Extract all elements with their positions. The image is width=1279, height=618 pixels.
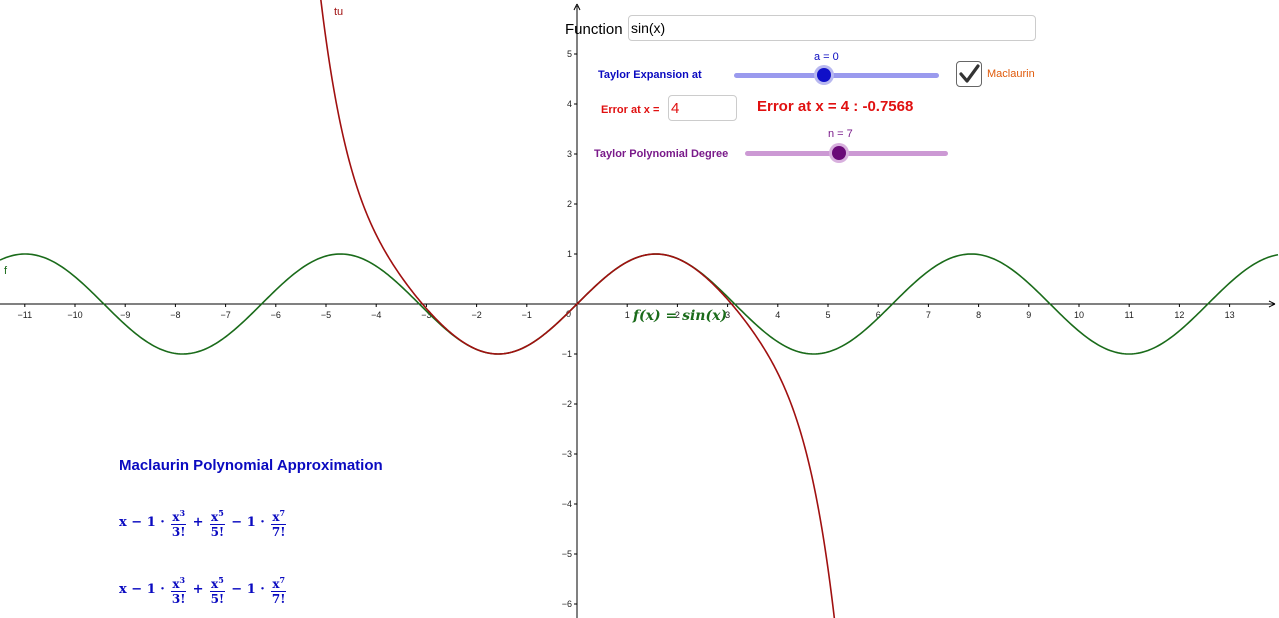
x-tick-label: 4 xyxy=(775,310,780,320)
y-tick-label: −2 xyxy=(562,399,572,409)
polynomial-formula: x − 1 · x3 3! + x5 5! − 1 · x7 7! xyxy=(119,506,288,539)
x-tick-label: −1 xyxy=(522,310,532,320)
y-tick-label: 3 xyxy=(567,149,572,159)
a-slider-value: a = 0 xyxy=(814,51,839,63)
x-tick-label: −2 xyxy=(471,310,481,320)
x-tick-label: 6 xyxy=(876,310,881,320)
y-tick-label: 5 xyxy=(567,49,572,59)
a-slider-track[interactable] xyxy=(734,73,939,78)
x-tick-label: −8 xyxy=(170,310,180,320)
poly-term-3: x7 7! xyxy=(271,575,287,606)
y-tick-label: −6 xyxy=(562,599,572,609)
y-tick-label: −5 xyxy=(562,549,572,559)
error-x-label: Error at x = xyxy=(601,104,660,116)
poly-op-2: − 1 · xyxy=(231,515,265,530)
x-tick-label: −6 xyxy=(271,310,281,320)
x-tick-label: 5 xyxy=(825,310,830,320)
poly-term-1: x3 3! xyxy=(171,508,187,539)
taylor-curve[interactable] xyxy=(319,0,836,618)
y-tick-label: −4 xyxy=(562,499,572,509)
checkmark-icon xyxy=(959,64,980,83)
y-tick-label: 1 xyxy=(567,249,572,259)
poly-op-1: + xyxy=(192,515,204,530)
x-tick-label: −4 xyxy=(371,310,381,320)
function-input[interactable] xyxy=(628,15,1036,41)
a-slider-handle[interactable] xyxy=(817,68,831,82)
x-tick-label: −3 xyxy=(421,310,431,320)
y-axis-arrow-icon xyxy=(573,3,581,11)
approximation-title: Maclaurin Polynomial Approximation xyxy=(119,457,383,474)
x-tick-label: −5 xyxy=(321,310,331,320)
n-slider-value: n = 7 xyxy=(828,128,853,140)
poly-term-1: x3 3! xyxy=(171,575,187,606)
x-tick-label: −9 xyxy=(120,310,130,320)
function-label: Function xyxy=(565,21,623,38)
x-tick-label: 3 xyxy=(725,310,730,320)
y-tick-label: 2 xyxy=(567,199,572,209)
x-tick-label: 7 xyxy=(926,310,931,320)
poly-op-2: − 1 · xyxy=(231,582,265,597)
taylor-curve-label: tu xyxy=(334,6,343,18)
taylor-expansion-label: Taylor Expansion at xyxy=(598,69,702,81)
x-tick-label: −7 xyxy=(220,310,230,320)
poly-lead: x − 1 · xyxy=(119,582,165,597)
maclaurin-label: Maclaurin xyxy=(987,68,1035,80)
x-tick-label: 13 xyxy=(1225,310,1235,320)
error-result: Error at x = 4 : -0.7568 xyxy=(757,98,914,115)
polynomial-degree-label: Taylor Polynomial Degree xyxy=(594,148,729,160)
n-slider-track[interactable] xyxy=(745,151,948,156)
n-slider-handle[interactable] xyxy=(832,146,846,160)
x-tick-label: 2 xyxy=(675,310,680,320)
poly-op-1: + xyxy=(192,582,204,597)
x-tick-label: −11 xyxy=(17,310,32,320)
maclaurin-checkbox[interactable] xyxy=(956,61,982,87)
y-tick-label: −1 xyxy=(562,349,572,359)
x-tick-label: 10 xyxy=(1074,310,1084,320)
y-tick-label: 4 xyxy=(567,99,572,109)
poly-term-3: x7 7! xyxy=(271,508,287,539)
origin-label: 0 xyxy=(566,309,571,319)
poly-term-2: x5 5! xyxy=(210,575,225,606)
x-tick-label: 11 xyxy=(1125,310,1134,320)
tick-labels: −11 −10 −9 −8 −7 −6 −5 −4 −3 −2 −1 1 2 3 4 5 6 7 8 9 10 11 12 1… xyxy=(17,49,1234,609)
poly-term-2: x5 5! xyxy=(210,508,225,539)
poly-lead: x − 1 · xyxy=(119,515,165,530)
error-x-input[interactable] xyxy=(668,95,737,121)
polynomial-formula-copy: x − 1 · x3 3! + x5 5! − 1 · x7 7! xyxy=(119,573,288,606)
x-tick-label: 1 xyxy=(625,310,630,320)
x-tick-label: −10 xyxy=(67,310,82,320)
x-tick-label: 9 xyxy=(1026,310,1031,320)
x-tick-label: 12 xyxy=(1174,310,1184,320)
x-axis-arrow-icon xyxy=(1268,300,1276,308)
y-tick-label: −3 xyxy=(562,449,572,459)
axes xyxy=(0,3,1276,618)
function-formula-label: f(x) = sin(x) xyxy=(632,308,727,324)
f-curve-label: f xyxy=(4,265,8,277)
x-tick-label: 8 xyxy=(976,310,981,320)
